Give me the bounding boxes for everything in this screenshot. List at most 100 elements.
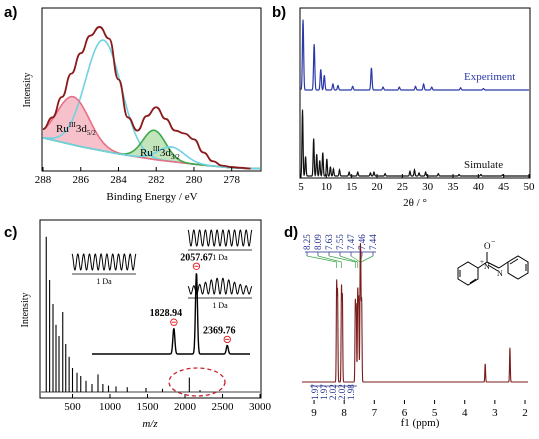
shift-connector <box>350 255 361 263</box>
annotation-ru-3d52: RuIII3d5/2 <box>56 121 96 137</box>
panel-a-y-label: Intensity <box>22 73 33 108</box>
legend-experiment: Experiment <box>464 71 515 83</box>
panel-d-x-label: f1 (ppm) <box>401 417 440 429</box>
shift-label: 7.47 <box>346 234 356 250</box>
azoxybenzene-structure <box>457 252 529 286</box>
panel-c-x-tick-label: 1500 <box>137 401 160 413</box>
shift-connector <box>360 255 374 263</box>
shift-label: 7.46 <box>357 234 367 250</box>
peak-label: 2369.76 <box>203 325 236 336</box>
component-lines <box>42 26 260 170</box>
panel-c-x-tick-label: 1000 <box>99 401 122 413</box>
peak-label: 1828.94 <box>150 308 183 319</box>
integral-labels: 1.97 1.97 2.02 2.02 1.98 <box>310 384 357 400</box>
panel-a-x-tick-label: 278 <box>223 174 240 186</box>
inset-spectrum: 1828.94 2057.67 2369.76 <box>92 252 250 355</box>
panel-b-x-tick-label: 20 <box>372 181 384 193</box>
nmr-spectrum <box>302 243 528 383</box>
mass-spectrum-lines <box>41 236 260 393</box>
bond-n-n <box>486 261 500 269</box>
integral-label: 2.02 <box>337 384 347 400</box>
integral-label: 1.97 <box>310 384 320 400</box>
isotope-box: 1 Da <box>187 277 253 310</box>
shift-label: 7.55 <box>335 234 345 250</box>
measured-envelope-line <box>42 26 251 170</box>
nmr-trace <box>302 243 528 383</box>
panel-b-x-tick-label: 10 <box>321 181 333 193</box>
shift-connector <box>339 255 358 263</box>
panel-a-x-tick-label: 280 <box>186 174 203 186</box>
integral-label: 1.97 <box>319 384 329 400</box>
panel-a-frame <box>41 7 262 172</box>
integral-label: 2.02 <box>328 384 338 400</box>
panel-b-x-tick-label: 15 <box>346 181 358 193</box>
bond-n-ring <box>498 261 509 269</box>
panel-c-mass-spectrum: c) 500 1000 1500 2000 2500 3000 Intensity m/z… <box>4 219 272 430</box>
benzene-ring-left <box>457 261 479 286</box>
isotope-envelope <box>71 253 137 271</box>
peak-marker <box>223 335 231 344</box>
panel-d-x-ticks: 9 8 7 6 5 4 3 2 <box>311 400 528 419</box>
panel-c-x-tick-label: 3000 <box>249 401 272 413</box>
shift-connector <box>328 255 356 263</box>
panel-a-x-tick-label: 286 <box>72 174 89 186</box>
panel-b-x-tick-label: 40 <box>473 181 485 193</box>
atom-o: O <box>484 241 491 251</box>
atom-n-2: N <box>497 269 503 278</box>
panel-d-nmr: d) 8.25 8.09 7.63 7.55 7.47 7.46 7.44 1.97 1.97… <box>284 224 529 429</box>
shift-connector <box>306 255 337 263</box>
panel-b-x-tick-label: 30 <box>422 181 434 193</box>
shift-label: 8.25 <box>302 234 312 250</box>
panel-b-x-label: 2θ / ° <box>403 197 427 209</box>
panel-a-x-tick-label: 284 <box>110 174 127 186</box>
component-fills <box>43 96 260 169</box>
panel-b-x-tick-label: 25 <box>397 181 409 193</box>
bond-ring-n <box>477 261 488 269</box>
pxrd-patterns <box>300 19 529 177</box>
inset-trace <box>92 273 250 355</box>
panel-d-x-tick-label: 2 <box>522 407 528 419</box>
component-3d32-fill <box>43 130 260 169</box>
panel-c-x-label: m/z <box>142 418 158 430</box>
panel-b-x-tick-label: 45 <box>498 181 510 193</box>
panel-b-pxrd: b) 5 10 15 20 25 30 35 40 45 50 Experiment Simula… <box>272 4 535 209</box>
panel-c-x-ticks: 500 1000 1500 2000 2500 3000 <box>64 394 272 413</box>
shift-label: 8.09 <box>313 234 323 250</box>
peak-label: 2057.67 <box>180 252 213 263</box>
shift-connector <box>317 255 342 263</box>
isotope-envelope <box>187 229 253 247</box>
panel-a-x-label: Binding Energy / eV <box>106 191 197 203</box>
panel-d-x-tick-label: 5 <box>432 407 438 419</box>
panel-b-letter: b) <box>272 4 286 21</box>
isotope-scale-label: 1 Da <box>96 277 112 286</box>
isotope-scale-label: 1 Da <box>212 301 228 310</box>
bond-n-n-double <box>487 264 499 272</box>
panel-d-letter: d) <box>284 224 298 241</box>
ring-bond <box>469 278 477 284</box>
panel-d-x-tick-label: 8 <box>341 407 347 419</box>
panel-c-letter: c) <box>4 224 17 241</box>
isotope-pattern-boxes: 1 Da 1 Da 1 Da <box>71 229 253 310</box>
peak-marker <box>170 318 178 326</box>
panel-a-letter: a) <box>4 4 17 21</box>
panel-b-x-tick-label: 50 <box>524 181 536 193</box>
highlight-ellipse <box>168 367 226 397</box>
isotope-box: 1 Da <box>71 253 137 286</box>
panel-b-x-ticks: 5 10 15 20 25 30 35 40 45 50 <box>298 174 535 193</box>
panel-b-x-tick-label: 5 <box>298 181 304 193</box>
legend-simulate: Simulate <box>464 159 503 171</box>
panel-d-x-tick-label: 9 <box>311 407 317 419</box>
shift-label: 7.44 <box>368 234 378 250</box>
atom-n-1: N <box>484 262 490 271</box>
charge-plus: + <box>480 258 484 266</box>
ring-bond <box>509 258 519 265</box>
annotation-ru-3d32: RuIII3d3/2 <box>140 145 180 161</box>
shift-label: 7.63 <box>324 234 334 250</box>
panel-d-x-tick-label: 7 <box>372 407 378 419</box>
panel-d-x-tick-label: 3 <box>492 407 498 419</box>
panel-a-xps: a) 288 286 284 282 280 278 Intensity Binding … <box>4 4 262 203</box>
panel-c-x-tick-label: 2500 <box>212 401 235 413</box>
isotope-envelope <box>187 277 253 295</box>
panel-d-x-tick-label: 4 <box>462 407 468 419</box>
